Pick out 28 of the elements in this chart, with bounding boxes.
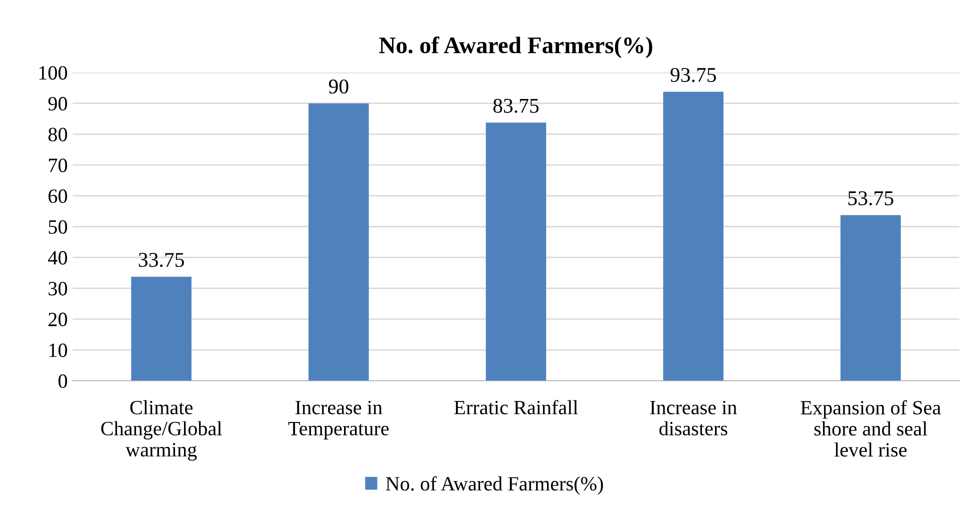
bar [486, 122, 546, 381]
x-tick-label: Climate Change/Global warming [101, 400, 222, 461]
legend-label: No. of Awared Farmers(%) [386, 476, 603, 495]
bar [663, 92, 724, 381]
chart-title: No. of Awared Farmers(%) [379, 36, 652, 58]
x-tick-label: Increase in disasters [650, 400, 737, 436]
y-tick-label: 40 [48, 251, 68, 265]
y-tick-label: 90 [48, 96, 68, 111]
x-tick-label: Erratic Rainfall [454, 400, 578, 414]
y-tick-label: 30 [48, 282, 68, 296]
x-tick-label: Expansion of Sea shore and seal level rise [800, 400, 941, 457]
data-label: 33.75 [138, 252, 184, 268]
y-tick-label: 60 [48, 189, 68, 203]
data-label: 83.75 [493, 98, 539, 113]
bar [131, 276, 192, 381]
y-tick-label: 10 [49, 344, 68, 358]
y-tick-label: 50 [48, 220, 68, 234]
bar [840, 215, 901, 381]
y-tick-label: 100 [39, 66, 68, 80]
bar [308, 103, 369, 381]
data-label: 93.75 [670, 68, 716, 82]
data-label: 90 [328, 79, 348, 94]
y-tick-label: 20 [48, 312, 68, 326]
data-label: 53.75 [848, 191, 894, 206]
y-tick-label: 0 [58, 374, 68, 388]
y-tick-label: 80 [48, 128, 68, 142]
x-tick-label: Increase in Temperature [288, 400, 389, 440]
y-tick-label: 70 [49, 158, 68, 172]
